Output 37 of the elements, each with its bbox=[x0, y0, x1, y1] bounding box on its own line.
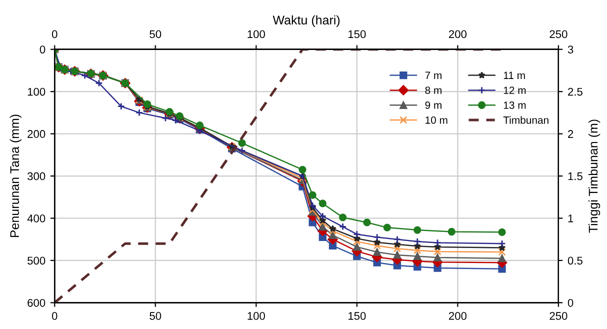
y-tick-label: 600 bbox=[28, 298, 46, 307]
y-axis-title: Penurunan Tana (mm) bbox=[10, 114, 22, 238]
y2-tick-label: 1 bbox=[568, 214, 574, 222]
x2-axis-title: Waktu (hari) bbox=[272, 15, 340, 27]
y2-tick-label: 3 bbox=[568, 46, 574, 54]
y-tick-label: 0 bbox=[40, 46, 46, 54]
legend-label: 10 m bbox=[426, 116, 448, 124]
y-tick-label: 100 bbox=[28, 88, 46, 96]
x-tick-label: 250 bbox=[550, 312, 568, 320]
x-tick-label: 200 bbox=[448, 312, 467, 320]
x2-tick-label: 150 bbox=[348, 30, 366, 38]
y-tick-label: 200 bbox=[28, 130, 46, 138]
y2-tick-label: 0.5 bbox=[568, 256, 582, 265]
y2-tick-label: 2.5 bbox=[568, 88, 582, 96]
legend-label: Timbunan bbox=[503, 116, 548, 124]
y2-tick-label: 1.5 bbox=[568, 172, 582, 180]
x2-tick-label: 100 bbox=[248, 30, 265, 38]
legend-label: 13 m bbox=[504, 102, 526, 109]
y2-tick-label: 2 bbox=[568, 130, 574, 138]
y2-axis-title: Tinggi Timbunan (m) bbox=[588, 120, 600, 233]
y-tick-label: 400 bbox=[27, 214, 46, 222]
y-tick-label: 300 bbox=[27, 172, 46, 180]
x-tick-label: 50 bbox=[150, 312, 162, 320]
y-tick-label: 500 bbox=[28, 256, 46, 265]
y2-tick-label: 0 bbox=[568, 298, 574, 307]
x-tick-label: 100 bbox=[248, 312, 265, 320]
legend-label: 8 m bbox=[425, 86, 442, 94]
x2-tick-label: 200 bbox=[448, 30, 467, 38]
legend-label: 12 m bbox=[504, 86, 526, 94]
x-tick-label: 0 bbox=[52, 312, 58, 320]
legend-label: 7 m bbox=[425, 72, 442, 79]
x2-tick-label: 50 bbox=[150, 30, 162, 38]
legend-label: 11 m bbox=[504, 72, 525, 79]
x2-tick-label: 0 bbox=[52, 30, 58, 38]
x2-tick-label: 250 bbox=[550, 30, 568, 38]
legend-label: 9 m bbox=[425, 102, 442, 109]
x-tick-label: 150 bbox=[348, 312, 366, 320]
